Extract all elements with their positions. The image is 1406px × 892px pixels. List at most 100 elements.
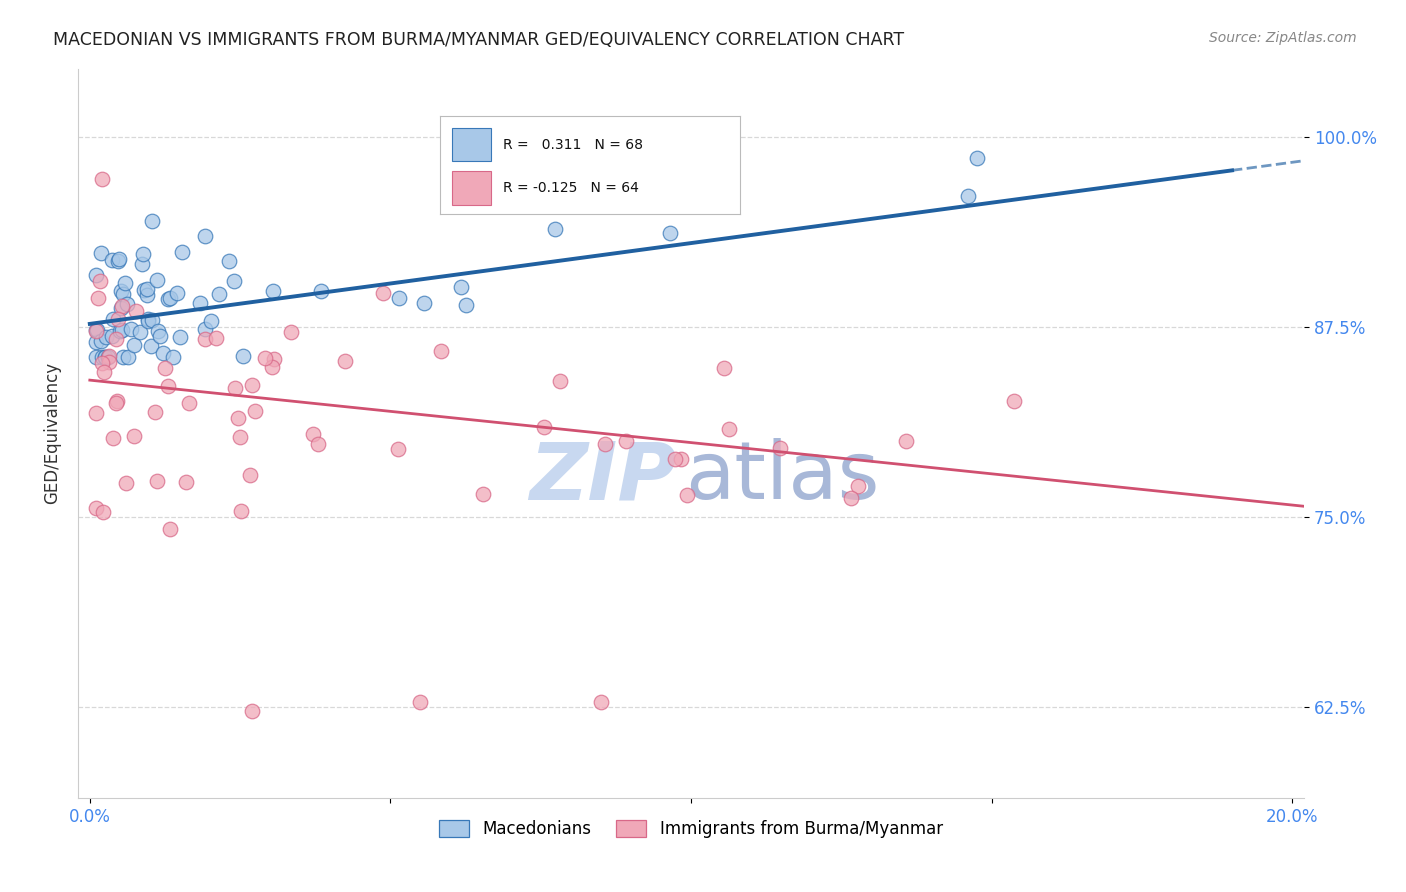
Point <box>146 474 169 488</box>
Point <box>333 353 356 368</box>
Point <box>104 396 127 410</box>
Point <box>174 475 197 490</box>
Point <box>194 322 217 336</box>
Point <box>90 334 112 349</box>
Point <box>149 329 172 343</box>
Point <box>162 351 184 365</box>
Point <box>226 410 249 425</box>
Point <box>239 468 262 483</box>
Point <box>388 291 411 305</box>
Point <box>132 246 155 260</box>
Point <box>188 296 211 310</box>
Legend: Macedonians, Immigrants from Burma/Myanmar: Macedonians, Immigrants from Burma/Myanm… <box>433 813 949 845</box>
Point <box>112 287 135 301</box>
Point <box>115 296 138 310</box>
Point <box>139 339 162 353</box>
Point <box>450 279 472 293</box>
Point <box>84 268 107 283</box>
Point <box>207 287 229 301</box>
Point <box>676 488 699 502</box>
Point <box>134 283 156 297</box>
Point <box>152 345 174 359</box>
Point <box>159 291 181 305</box>
Point <box>111 299 134 313</box>
Point <box>169 330 191 344</box>
Point <box>157 292 180 306</box>
Point <box>86 323 108 337</box>
Point <box>145 273 167 287</box>
Point <box>153 360 176 375</box>
Point <box>84 500 107 515</box>
Point <box>108 324 131 338</box>
Point <box>96 330 118 344</box>
Point <box>260 360 283 375</box>
Point <box>713 361 735 376</box>
Point <box>107 312 129 326</box>
Point <box>105 333 128 347</box>
Point <box>93 365 115 379</box>
Point <box>84 324 107 338</box>
Point <box>90 172 112 186</box>
Point <box>548 375 571 389</box>
Point <box>280 326 302 340</box>
Point <box>717 422 740 436</box>
Point <box>84 323 107 337</box>
Point <box>117 351 139 365</box>
Point <box>101 311 124 326</box>
Point <box>228 430 250 444</box>
Point <box>129 325 152 339</box>
Point <box>105 393 128 408</box>
Text: Source: ZipAtlas.com: Source: ZipAtlas.com <box>1209 31 1357 45</box>
Y-axis label: GED/Equivalency: GED/Equivalency <box>44 362 60 504</box>
Point <box>430 344 453 359</box>
Point <box>98 354 121 368</box>
Point <box>409 695 432 709</box>
Point <box>664 451 686 466</box>
Point <box>589 695 612 709</box>
Point <box>112 351 135 365</box>
Point <box>135 288 157 302</box>
Point <box>107 252 129 266</box>
Point <box>170 245 193 260</box>
Point <box>240 705 263 719</box>
Point <box>205 331 228 345</box>
Point <box>841 491 863 505</box>
Point <box>232 349 254 363</box>
Point <box>94 351 117 365</box>
Point <box>301 427 323 442</box>
Point <box>1002 394 1025 409</box>
Point <box>387 442 409 456</box>
Point <box>91 505 114 519</box>
Point <box>472 486 495 500</box>
Point <box>156 379 179 393</box>
Point <box>412 296 434 310</box>
Point <box>141 313 163 327</box>
Point <box>614 434 637 449</box>
Point <box>122 429 145 443</box>
Point <box>307 437 329 451</box>
Point <box>373 285 395 300</box>
Point <box>224 381 246 395</box>
Point <box>957 188 980 202</box>
Point <box>120 322 142 336</box>
Point <box>90 356 112 370</box>
Point <box>194 332 217 346</box>
Point <box>97 349 120 363</box>
Point <box>101 328 124 343</box>
Point <box>84 334 107 349</box>
Point <box>111 323 134 337</box>
Point <box>593 437 616 451</box>
Point <box>131 257 153 271</box>
Point <box>166 285 188 300</box>
Point <box>107 254 129 268</box>
Point <box>966 151 988 165</box>
Point <box>101 431 124 445</box>
Point <box>115 475 138 490</box>
Text: atlas: atlas <box>685 438 879 516</box>
Point <box>122 338 145 352</box>
Point <box>263 352 285 367</box>
Point <box>159 522 181 536</box>
Point <box>769 441 792 455</box>
Point <box>544 221 567 235</box>
Point <box>114 277 136 291</box>
